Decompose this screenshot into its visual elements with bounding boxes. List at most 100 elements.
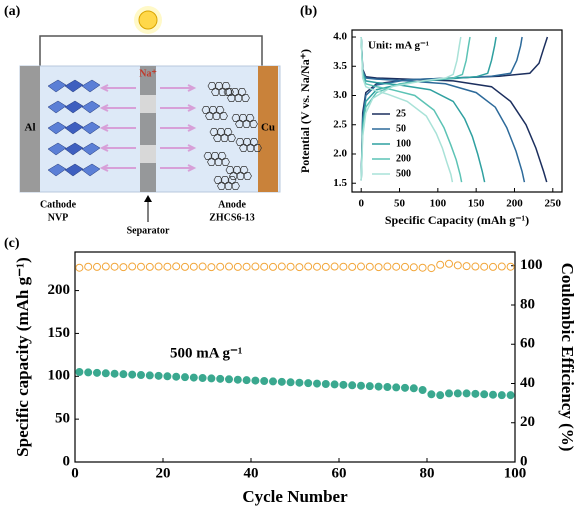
marker bbox=[181, 262, 189, 271]
marker bbox=[480, 390, 489, 399]
current-collector bbox=[20, 66, 40, 192]
carbon-ring bbox=[220, 176, 230, 184]
marker bbox=[128, 262, 137, 271]
marker bbox=[357, 381, 365, 390]
marker bbox=[427, 264, 436, 273]
x-axis-label: Cycle Number bbox=[242, 487, 348, 506]
carbon-ring bbox=[239, 144, 248, 152]
crystal bbox=[64, 100, 84, 114]
crystal bbox=[47, 163, 67, 177]
legend-label: 500 bbox=[396, 168, 411, 179]
carbon-ring bbox=[213, 176, 223, 184]
marker bbox=[418, 386, 427, 394]
carbon-ring bbox=[231, 182, 240, 190]
marker bbox=[506, 391, 515, 400]
x-tick-label: 100 bbox=[504, 465, 527, 481]
marker bbox=[357, 262, 365, 271]
legend-label: 25 bbox=[396, 108, 406, 119]
marker bbox=[84, 262, 93, 271]
y-tick-label: 50 bbox=[55, 411, 70, 427]
marker bbox=[409, 384, 418, 393]
wire bbox=[39, 35, 263, 66]
carbon-ring bbox=[209, 128, 219, 136]
carbon-ring bbox=[220, 134, 229, 142]
carbon-ring bbox=[227, 176, 237, 184]
marker bbox=[304, 262, 313, 271]
marker bbox=[365, 382, 374, 391]
marker bbox=[313, 262, 321, 271]
y-tick-label: 100 bbox=[48, 368, 71, 384]
marker bbox=[480, 262, 489, 271]
carbon-ring bbox=[235, 120, 244, 128]
marker bbox=[225, 375, 233, 384]
marker bbox=[453, 261, 462, 270]
anode-carbon bbox=[201, 82, 262, 190]
y2-tick-label: 40 bbox=[520, 375, 535, 391]
y2-axis-label: Coulombic Efficiency (%) bbox=[558, 263, 577, 452]
marker bbox=[445, 259, 453, 268]
carbon-ring bbox=[217, 152, 227, 160]
x-tick-label: 250 bbox=[545, 198, 562, 210]
marker bbox=[489, 262, 497, 271]
crystal bbox=[47, 142, 67, 156]
crystal bbox=[81, 142, 101, 156]
marker bbox=[418, 263, 427, 272]
marker bbox=[304, 379, 313, 388]
marker bbox=[295, 263, 304, 272]
marker bbox=[110, 369, 119, 378]
x-axis-label: Specific Capacity (mAh g⁻¹) bbox=[385, 213, 529, 227]
cathode-label: Cathode bbox=[40, 199, 77, 210]
carbon-ring bbox=[234, 94, 243, 102]
anode-label: Anode bbox=[218, 199, 246, 210]
x-tick-label: 0 bbox=[358, 198, 364, 210]
y-tick-label: 0 bbox=[63, 453, 71, 469]
carbon-ring bbox=[217, 182, 226, 190]
arrow-head bbox=[99, 104, 109, 112]
marker bbox=[93, 368, 101, 377]
y-tick-label: 4.0 bbox=[333, 31, 347, 43]
carbon-ring bbox=[213, 134, 222, 142]
marker bbox=[506, 262, 515, 271]
carbon-ring bbox=[237, 88, 247, 96]
ion-label: Na⁺ bbox=[139, 68, 157, 79]
crystal bbox=[81, 100, 101, 114]
y2-tick-label: 20 bbox=[520, 414, 535, 430]
marker bbox=[216, 374, 225, 383]
carbon-ring bbox=[210, 152, 220, 160]
current-collector bbox=[258, 66, 278, 192]
carbon-ring bbox=[215, 106, 225, 114]
carbon-ring bbox=[212, 112, 221, 120]
arrow-head bbox=[187, 104, 197, 112]
marker bbox=[101, 262, 110, 271]
panel-label: (a) bbox=[4, 4, 21, 19]
y-tick-label: 2.0 bbox=[333, 148, 347, 160]
marker bbox=[269, 377, 277, 386]
marker bbox=[374, 382, 383, 391]
marker bbox=[401, 262, 409, 271]
carbon-ring bbox=[239, 166, 249, 174]
y2-tick-label: 80 bbox=[520, 296, 535, 312]
carbon-ring bbox=[249, 138, 259, 146]
plot-frame bbox=[74, 251, 516, 463]
carbon-ring bbox=[232, 166, 242, 174]
y-axis-label: Potential (V vs. Na/Na⁺) bbox=[298, 49, 312, 173]
marker bbox=[242, 262, 251, 271]
carbon-ring bbox=[238, 114, 248, 122]
curve bbox=[360, 36, 462, 183]
marker bbox=[471, 389, 480, 398]
carbon-ring bbox=[208, 106, 218, 114]
crystal bbox=[81, 163, 101, 177]
marker bbox=[145, 371, 154, 380]
carbon-ring bbox=[235, 138, 245, 146]
marker bbox=[233, 375, 242, 384]
x-tick-label: 200 bbox=[506, 198, 523, 210]
marker bbox=[119, 370, 128, 379]
marker bbox=[497, 391, 506, 400]
marker bbox=[321, 262, 330, 271]
separator-label: Separator bbox=[127, 225, 170, 236]
carbon-ring bbox=[207, 82, 217, 90]
crystal bbox=[47, 100, 67, 114]
crystal bbox=[47, 121, 67, 135]
arrow-head bbox=[99, 124, 109, 132]
marker bbox=[260, 262, 269, 271]
